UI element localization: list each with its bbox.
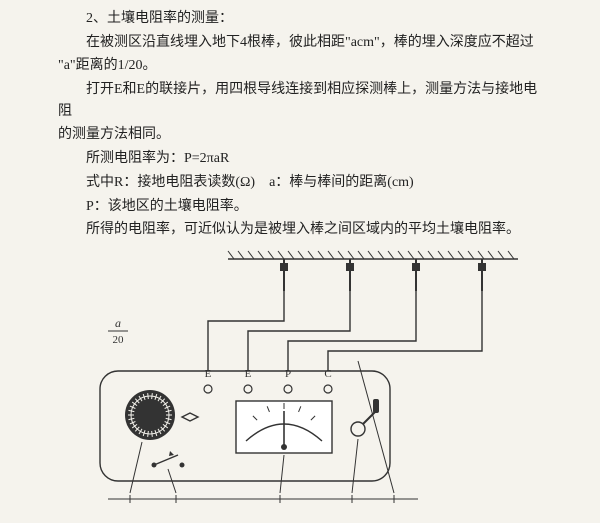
p1a: 在被测区沿直线埋入地下4根棒，彼此相距"acm"，棒的埋入深度应不超过 (58, 32, 550, 54)
p2b: 的测量方法相同。 (58, 124, 550, 146)
svg-text:5: 5 (391, 506, 397, 507)
svg-text:1: 1 (127, 506, 133, 507)
svg-text:E: E (245, 368, 252, 380)
svg-text:2: 2 (173, 506, 179, 507)
svg-text:20: 20 (113, 334, 125, 346)
svg-text:a: a (115, 316, 121, 330)
p4: 式中R：接地电阻表读数(Ω) a：棒与棒间的距离(cm) (58, 172, 550, 194)
heading: 2、土壤电阻率的测量： (58, 8, 550, 30)
svg-text:C: C (324, 368, 331, 380)
p2a: 打开E和E的联接片，用四根导线连接到相应探测棒上，测量方法与接地电阻 (58, 79, 550, 122)
p1b: "a"距离的1/20。 (58, 55, 550, 77)
measurement-diagram: E E P Ca 20 1 2 3 4 5 (58, 247, 538, 507)
svg-text:4: 4 (349, 506, 355, 507)
svg-text:P: P (285, 368, 291, 380)
p5: P：该地区的土壤电阻率。 (58, 196, 550, 218)
svg-text:E: E (205, 368, 212, 380)
p6: 所得的电阻率，可近似认为是被埋入棒之间区域内的平均土壤电阻率。 (58, 219, 550, 241)
p3: 所测电阻率为：P=2πaR (58, 148, 550, 170)
svg-text:3: 3 (277, 506, 283, 507)
